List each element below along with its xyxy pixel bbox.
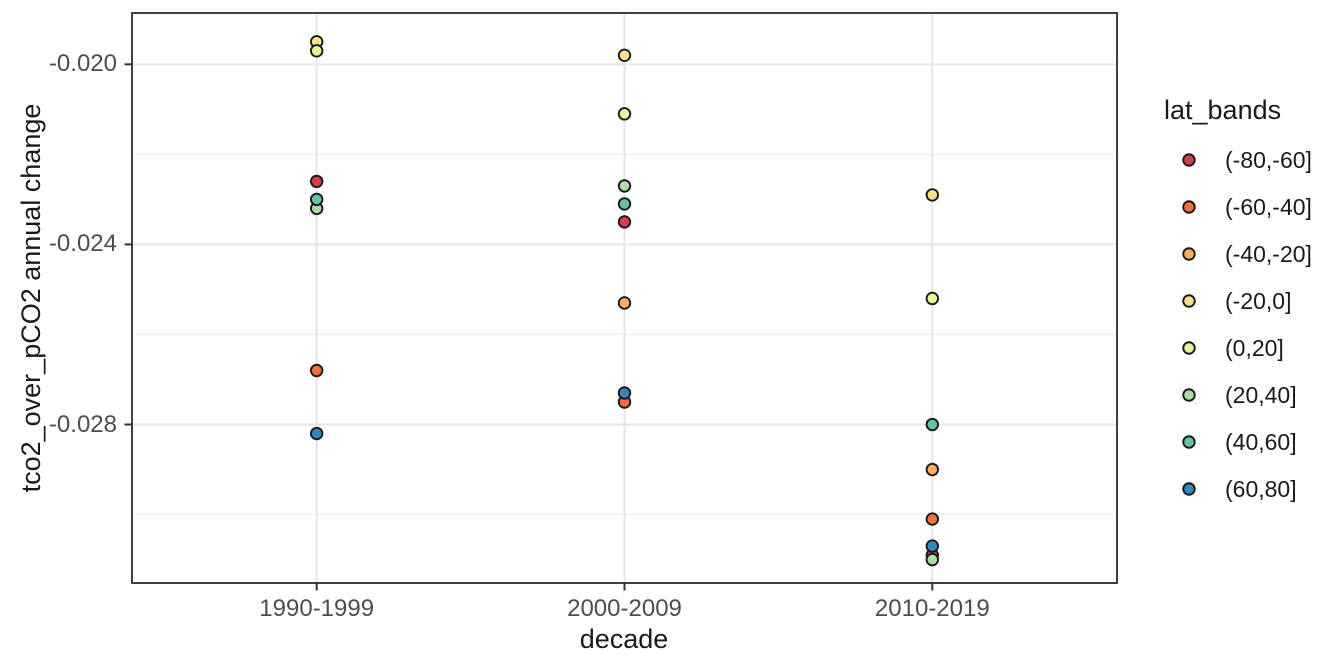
data-point	[925, 512, 940, 526]
legend-key-point	[1182, 247, 1196, 261]
data-point	[309, 426, 324, 441]
data-point	[617, 296, 632, 310]
legend-key-point	[1182, 435, 1196, 449]
legend-key-icon	[1182, 294, 1196, 308]
data-point	[309, 363, 324, 378]
x-tick-label: 1990-1999	[259, 595, 375, 622]
legend-item-label: (-40,-20]	[1225, 241, 1312, 268]
data-point	[925, 188, 940, 202]
data-point	[309, 44, 324, 58]
y-tick-label: -0.028	[48, 410, 117, 438]
data-point	[617, 386, 632, 400]
legend-item: (0,20]	[1180, 334, 1284, 362]
data-point	[925, 552, 940, 567]
legend-item-label: (-60,-40]	[1225, 194, 1312, 221]
y-tick-label: -0.024	[48, 230, 117, 258]
legend-item-label: (60,80]	[1225, 475, 1297, 502]
legend-key-point	[1182, 481, 1196, 496]
legend-key-point	[1182, 341, 1196, 355]
legend-key-point	[1182, 388, 1196, 402]
legend-key-icon	[1182, 388, 1196, 402]
legend-item: (-20,0]	[1180, 287, 1291, 315]
legend-item: (-80,-60]	[1180, 146, 1312, 174]
legend-item-label: (-20,0]	[1225, 288, 1292, 315]
legend-item: (40,60]	[1180, 428, 1297, 456]
legend-key-point	[1182, 200, 1196, 214]
legend-title: lat_bands	[1164, 95, 1282, 125]
legend-key-icon	[1182, 247, 1196, 261]
data-point	[617, 215, 632, 229]
data-point	[617, 179, 632, 193]
data-point	[617, 107, 632, 121]
legend-item-label: (20,40]	[1225, 381, 1297, 408]
legend-key-icon	[1182, 153, 1196, 168]
data-point	[617, 48, 632, 63]
x-tick-label: 2000-2009	[567, 595, 682, 622]
legend-key-icon	[1182, 481, 1196, 496]
y-tick-label: -0.020	[48, 50, 117, 78]
legend-item: (20,40]	[1180, 381, 1297, 409]
data-point	[309, 174, 324, 189]
legend-item-label: (40,60]	[1225, 428, 1297, 455]
x-axis-title: decade	[579, 624, 669, 654]
x-tick-label: 2010-2019	[874, 595, 990, 622]
data-point	[309, 192, 324, 207]
legend-key-icon	[1182, 341, 1196, 355]
data-point	[925, 462, 940, 477]
legend-key-icon	[1182, 435, 1196, 449]
legend-item: (-40,-20]	[1180, 240, 1312, 268]
legend-key-point	[1182, 294, 1196, 308]
legend-key-icon	[1182, 200, 1196, 214]
legend-item: (60,80]	[1180, 475, 1297, 503]
legend-key-point	[1182, 153, 1196, 168]
data-point	[925, 291, 940, 306]
legend-item: (-60,-40]	[1180, 193, 1312, 221]
legend-item-label: (0,20]	[1225, 335, 1284, 361]
data-point	[617, 197, 632, 211]
legend-item-label: (-80,-60]	[1225, 147, 1312, 174]
data-point	[925, 417, 940, 432]
data-point	[925, 539, 940, 553]
